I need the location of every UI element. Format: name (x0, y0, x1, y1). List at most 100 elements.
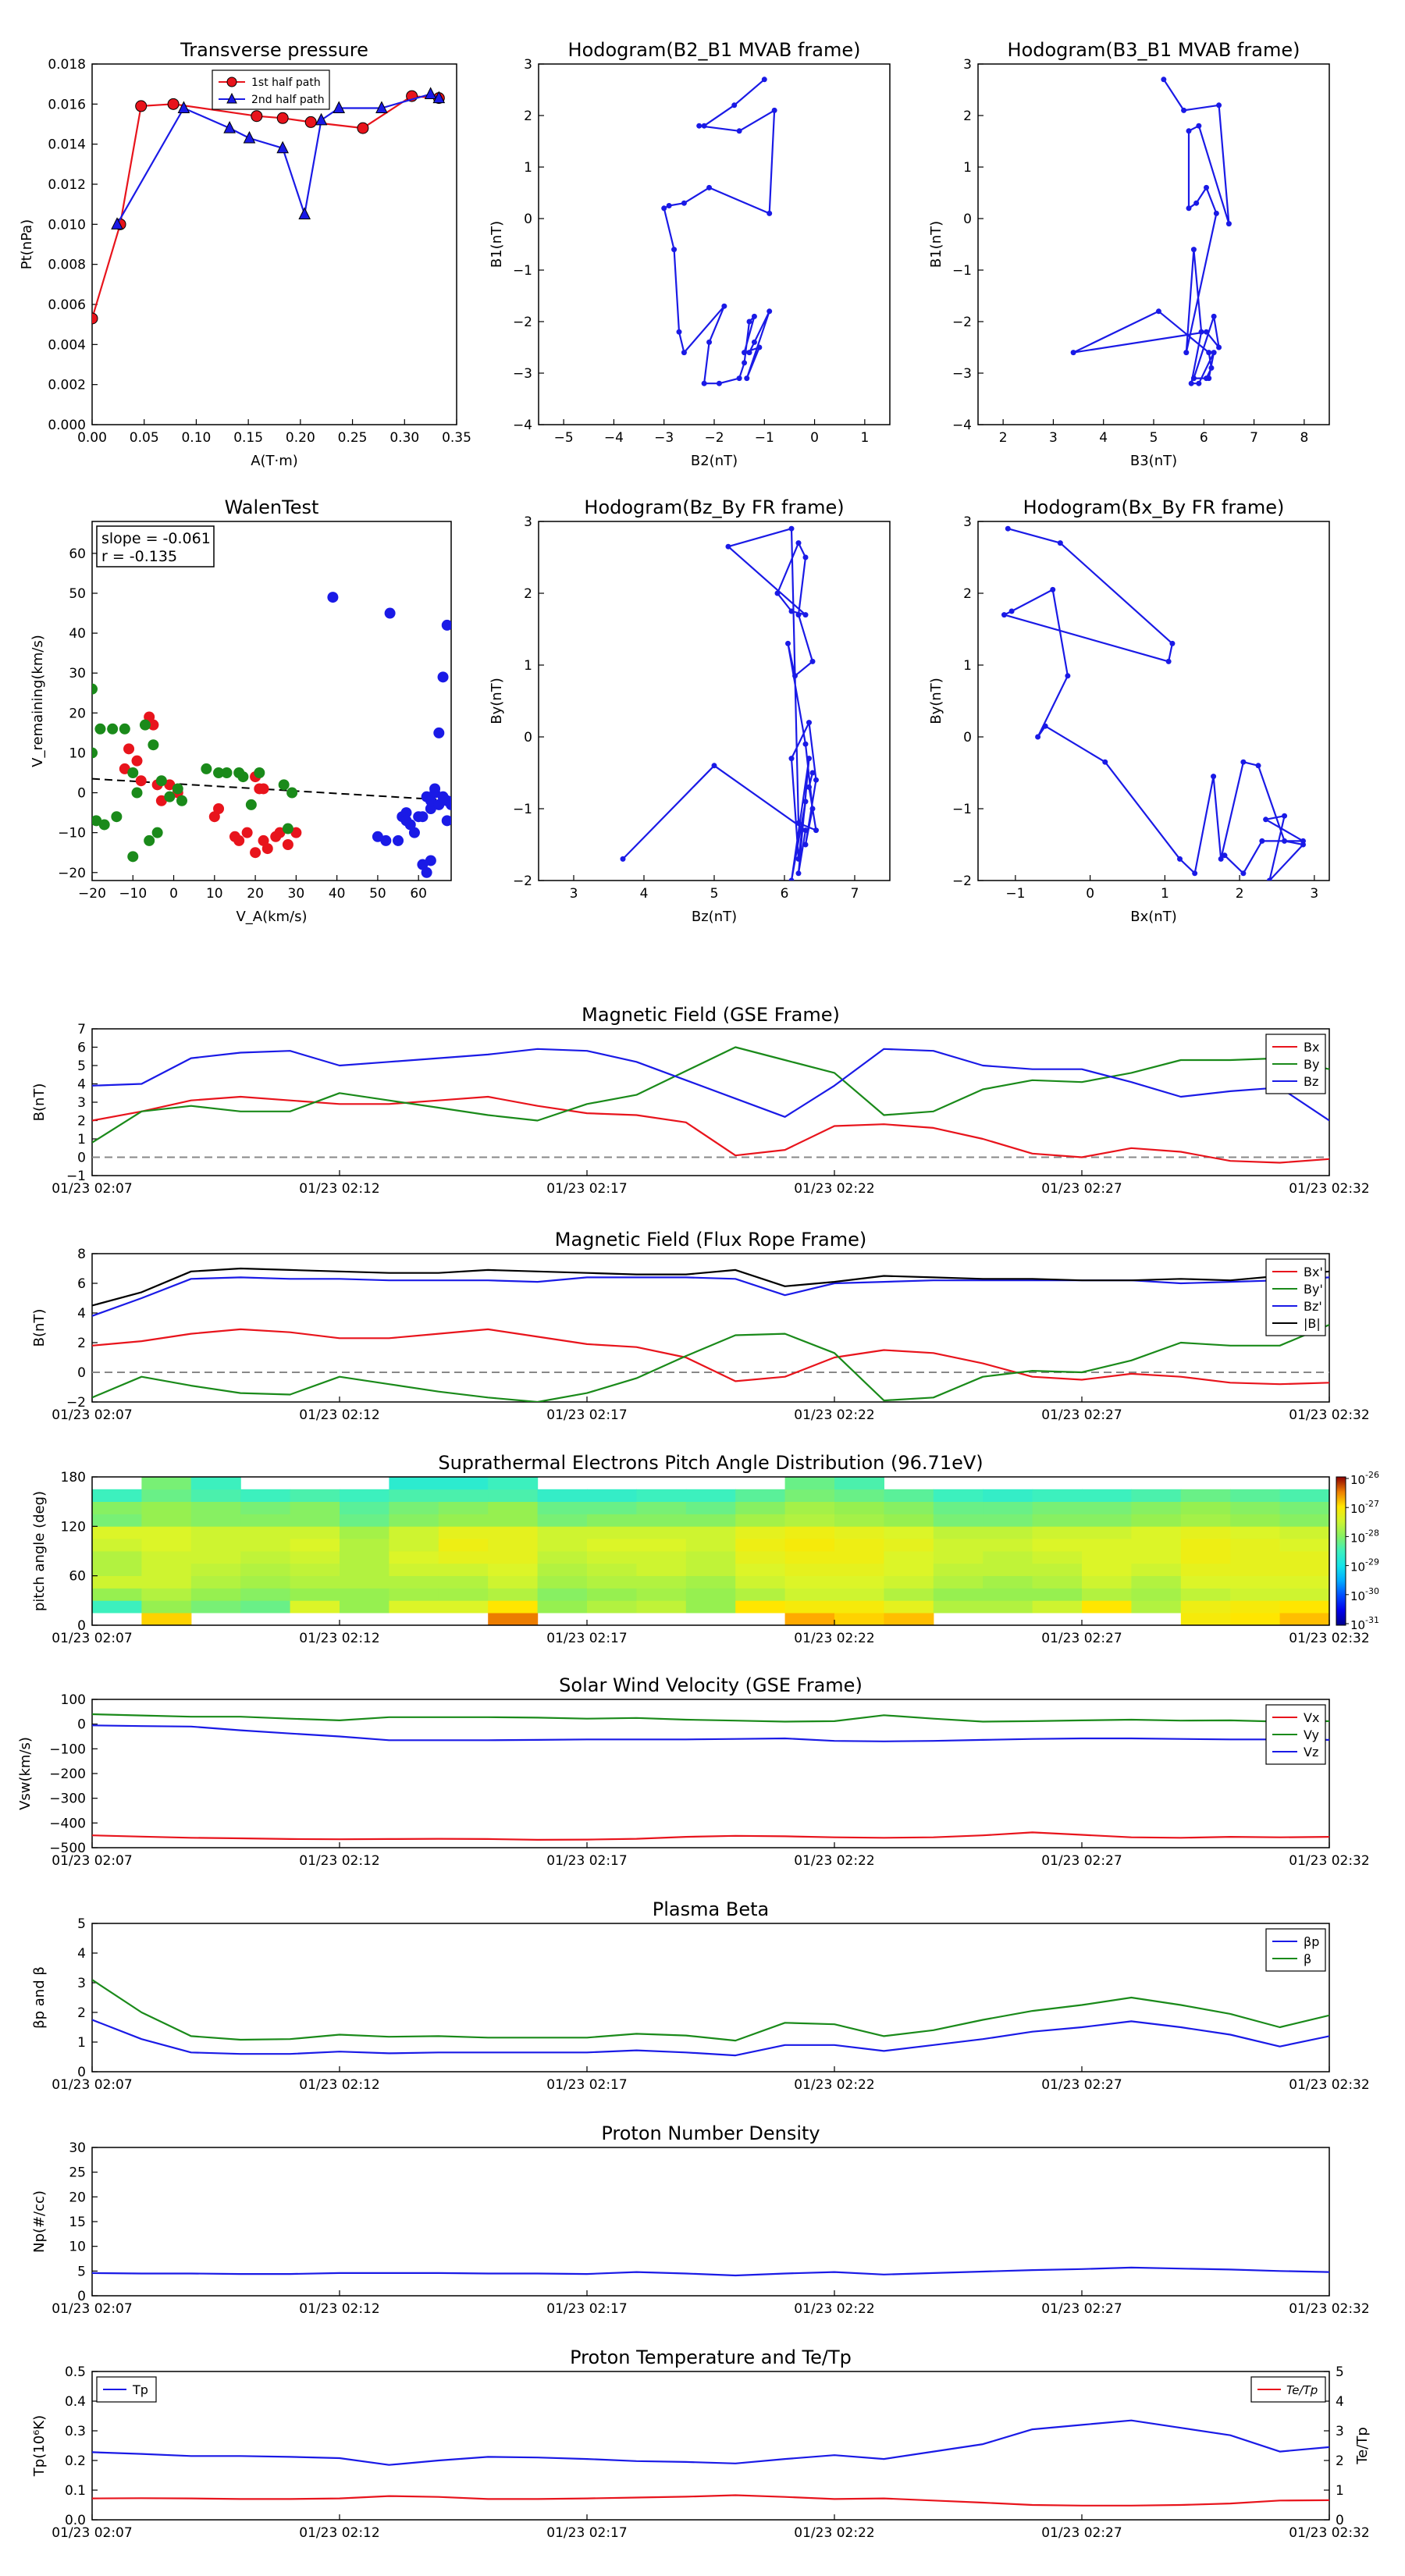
heatmap-cell (884, 1539, 934, 1552)
x-tick-label: −1 (755, 430, 774, 446)
heatmap-cell (290, 1501, 340, 1514)
data-point (1008, 608, 1015, 614)
heatmap-cell (735, 1551, 786, 1564)
heatmap-cell (92, 1514, 142, 1527)
data-point (1190, 375, 1197, 382)
x-tick-label: 6 (1200, 430, 1208, 446)
y-tick-label: 2 (77, 2005, 86, 2021)
heatmap-cell (1131, 1501, 1182, 1514)
heatmap-cell (389, 1477, 439, 1490)
heatmap-cell (636, 1489, 687, 1502)
heatmap-cell (933, 1563, 984, 1576)
time-tick-label: 01/23 02:12 (299, 1631, 379, 1646)
series-line (663, 78, 776, 385)
heatmap-cell (438, 1526, 489, 1539)
heatmap-cell (983, 1526, 1033, 1539)
data-point (1259, 838, 1265, 844)
heatmap-cell (735, 1588, 786, 1601)
data-point (384, 607, 396, 619)
heatmap-cell (1230, 1613, 1281, 1626)
heatmap-cell (190, 1551, 241, 1564)
data-point (286, 787, 298, 799)
data-point (164, 791, 176, 802)
heatmap-cell (389, 1489, 439, 1502)
time-tick-label: 01/23 02:27 (1041, 1631, 1122, 1646)
heatmap-cell (190, 1477, 241, 1490)
heatmap-cell (983, 1489, 1033, 1502)
data-point (241, 827, 253, 838)
y-tick-label: 2 (77, 1114, 86, 1130)
time-tick-label: 01/23 02:22 (794, 2077, 874, 2093)
heatmap-cell (1032, 1575, 1083, 1589)
data-point (135, 100, 148, 112)
data-point (706, 339, 713, 345)
heatmap-cell (983, 1588, 1033, 1601)
y-tick-label: 2 (1336, 2453, 1344, 2469)
x-tick-label: 0.30 (389, 430, 419, 446)
data-point (98, 819, 110, 831)
heatmap-cell (190, 1489, 241, 1502)
y-tick-label: 3 (963, 57, 972, 73)
heatmap-cell (438, 1563, 489, 1576)
legend-label: Vy (1304, 1727, 1319, 1742)
data-point (1190, 247, 1197, 253)
data-point (767, 210, 773, 216)
time-tick-label: 01/23 02:17 (546, 2077, 627, 2093)
heatmap-cell (1082, 1514, 1132, 1527)
heatmap-cell (340, 1526, 389, 1539)
heatmap-cell (1032, 1514, 1083, 1527)
chart-title: Hodogram(B2_B1 MVAB frame) (568, 39, 861, 61)
data-point (243, 130, 256, 144)
plot-area (92, 1046, 1329, 1164)
x-tick-label: 4 (1099, 430, 1108, 446)
heatmap-cell (1180, 1551, 1231, 1564)
plot-area (92, 2419, 1329, 2507)
colorbar-label: 10 (1350, 1502, 1365, 1516)
y-tick-label: 0 (77, 1618, 86, 1634)
plot-area (92, 87, 446, 325)
heatmap-cell (141, 1501, 192, 1514)
data-point (1206, 350, 1212, 356)
annotation-slope: slope = -0.061 (101, 530, 211, 547)
time-tick-label: 01/23 02:17 (546, 2301, 627, 2317)
heatmap-cell (438, 1489, 489, 1502)
heatmap-cell (240, 1575, 291, 1589)
heatmap-cell (784, 1613, 835, 1626)
x-tick-label: 4 (640, 886, 649, 902)
x-axis-label: Bx(nT) (1130, 909, 1176, 925)
panel-bfr: Magnetic Field (Flux Rope Frame) −2 0 2 4 6 8 0… (31, 1229, 1370, 1423)
time-tick-label: 01/23 02:07 (52, 2077, 132, 2093)
plot-frame (91, 1923, 1330, 2073)
heatmap-cell (438, 1551, 489, 1564)
plot-area (92, 592, 451, 878)
heatmap-cell (735, 1489, 786, 1502)
annotation-box (96, 525, 215, 568)
data-point (1155, 308, 1161, 315)
y-tick-label: −400 (49, 1816, 86, 1831)
data-point (282, 839, 293, 850)
data-point (400, 815, 412, 827)
heatmap-cell (438, 1501, 489, 1514)
heatmap-cell (290, 1539, 340, 1552)
y-tick-label: −3 (513, 366, 532, 382)
series-line-Te/Tp (92, 2494, 1329, 2507)
heatmap-cell (1279, 1575, 1330, 1589)
heatmap-cell (587, 1600, 637, 1614)
data-point (742, 350, 748, 356)
heatmap-cell (735, 1526, 786, 1539)
legend-label: β (1304, 1952, 1311, 1966)
y2-axis-label: Te/Tp (1354, 2427, 1371, 2465)
data-point (433, 727, 445, 738)
data-point (1225, 221, 1232, 227)
heatmap-cell (190, 1600, 241, 1614)
heatmap-cell (240, 1539, 291, 1552)
y-tick-label: 25 (69, 2165, 86, 2181)
legend-label: Tp (132, 2382, 148, 2397)
series-line-Bx (92, 1095, 1329, 1164)
heatmap-cell (1279, 1539, 1330, 1552)
data-point (155, 775, 167, 787)
x-tick-label: 6 (781, 886, 789, 902)
time-tick-label: 01/23 02:32 (1289, 1181, 1369, 1197)
data-point (736, 375, 742, 382)
